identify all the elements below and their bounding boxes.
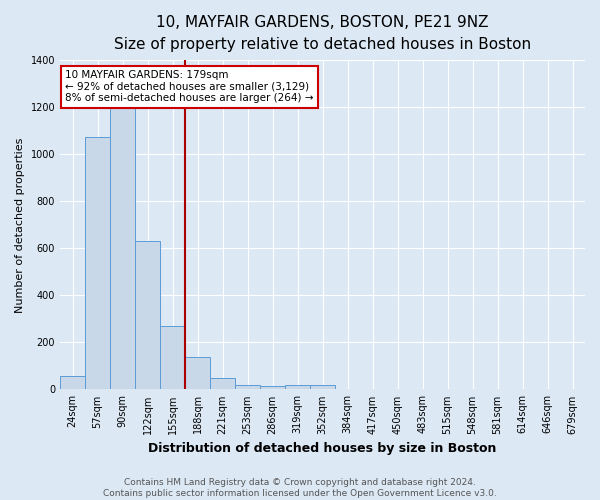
Bar <box>85 136 110 390</box>
X-axis label: Distribution of detached houses by size in Boston: Distribution of detached houses by size … <box>148 442 497 455</box>
Bar <box>310 384 335 390</box>
Y-axis label: Number of detached properties: Number of detached properties <box>15 137 25 312</box>
Bar <box>260 386 285 390</box>
Bar <box>110 82 135 390</box>
Bar <box>210 378 235 390</box>
Text: Contains HM Land Registry data © Crown copyright and database right 2024.
Contai: Contains HM Land Registry data © Crown c… <box>103 478 497 498</box>
Bar <box>60 376 85 390</box>
Bar <box>185 356 210 390</box>
Bar <box>285 384 310 390</box>
Title: 10, MAYFAIR GARDENS, BOSTON, PE21 9NZ
Size of property relative to detached hous: 10, MAYFAIR GARDENS, BOSTON, PE21 9NZ Si… <box>114 15 531 52</box>
Text: 10 MAYFAIR GARDENS: 179sqm
← 92% of detached houses are smaller (3,129)
8% of se: 10 MAYFAIR GARDENS: 179sqm ← 92% of deta… <box>65 70 314 103</box>
Bar <box>135 242 160 390</box>
Bar <box>160 326 185 390</box>
Bar <box>235 384 260 390</box>
